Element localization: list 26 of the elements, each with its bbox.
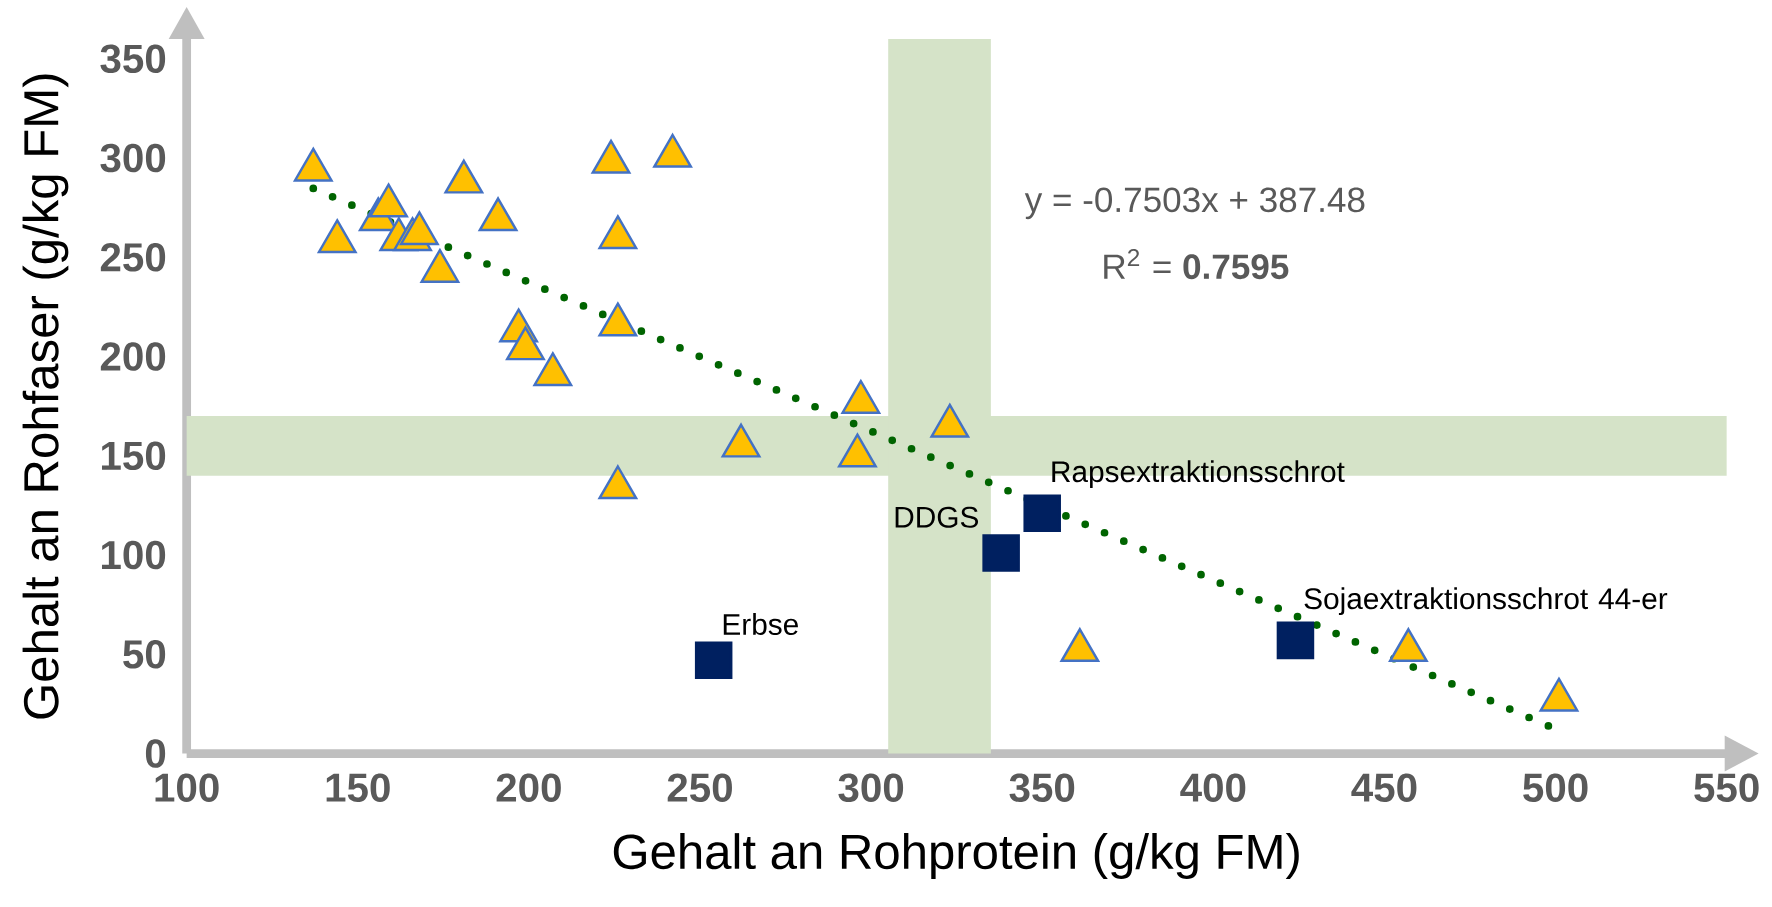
x-axis-title: Gehalt an Rohprotein (g/kg FM) [613, 833, 1299, 879]
annotation: y = -0.7503x + 387.48 [1024, 187, 1365, 220]
x-tick-label: 400 [1180, 773, 1246, 802]
y-tick-label: 300 [100, 143, 166, 173]
y-tick-label: 150 [102, 441, 166, 470]
annotation: Sojaextraktionsschrot 44-er [1304, 587, 1668, 615]
x-tick-label: 450 [1351, 773, 1417, 802]
x-tick-label: 500 [1523, 773, 1588, 802]
x-tick-label: 150 [326, 773, 390, 802]
annotation: DDGS [895, 506, 979, 528]
x-tick-label: 300 [838, 773, 904, 802]
annotation: Erbse [723, 612, 798, 635]
annotation: Rapsextraktionsschrot [1052, 460, 1345, 488]
x-tick-label: 250 [667, 773, 732, 802]
y-tick-label: 200 [100, 342, 166, 371]
annotation: R$^{2}$ = 0.7595 [1104, 248, 1289, 280]
x-tick-label: 550 [1694, 773, 1759, 802]
y-tick-label: 100 [102, 540, 166, 570]
x-tick-label: 100 [155, 773, 219, 802]
y-tick-label: 350 [100, 44, 166, 73]
x-tick-label: 350 [1009, 773, 1075, 802]
y-axis-title: Gehalt an Rohfaser (g/kg FM) [22, 74, 69, 719]
y-tick-label: 250 [100, 242, 166, 272]
y-tick-label: 50 [123, 639, 166, 669]
y-tick-label: 0 [145, 739, 166, 768]
x-tick-label: 200 [496, 773, 561, 802]
